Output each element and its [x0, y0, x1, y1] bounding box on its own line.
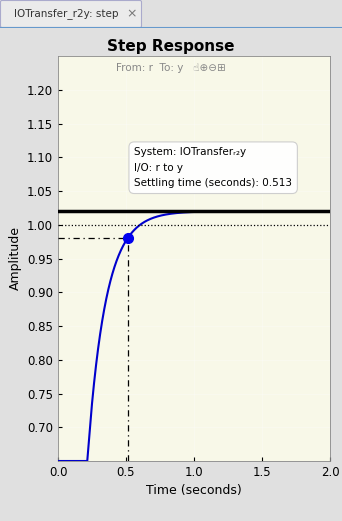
- Y-axis label: Amplitude: Amplitude: [9, 227, 22, 291]
- X-axis label: Time (seconds): Time (seconds): [146, 485, 242, 498]
- Text: Step Response: Step Response: [107, 40, 235, 55]
- Text: From: r  To: y   ☝⊕⊖⊞: From: r To: y ☝⊕⊖⊞: [116, 63, 226, 73]
- Text: IOTransfer_r2y: step: IOTransfer_r2y: step: [14, 8, 118, 19]
- Text: System: IOTransferᵣ₂y
I/O: r to y
Settling time (seconds): 0.513: System: IOTransferᵣ₂y I/O: r to y Settli…: [134, 147, 292, 188]
- Text: ×: ×: [127, 7, 137, 20]
- FancyBboxPatch shape: [0, 1, 142, 28]
